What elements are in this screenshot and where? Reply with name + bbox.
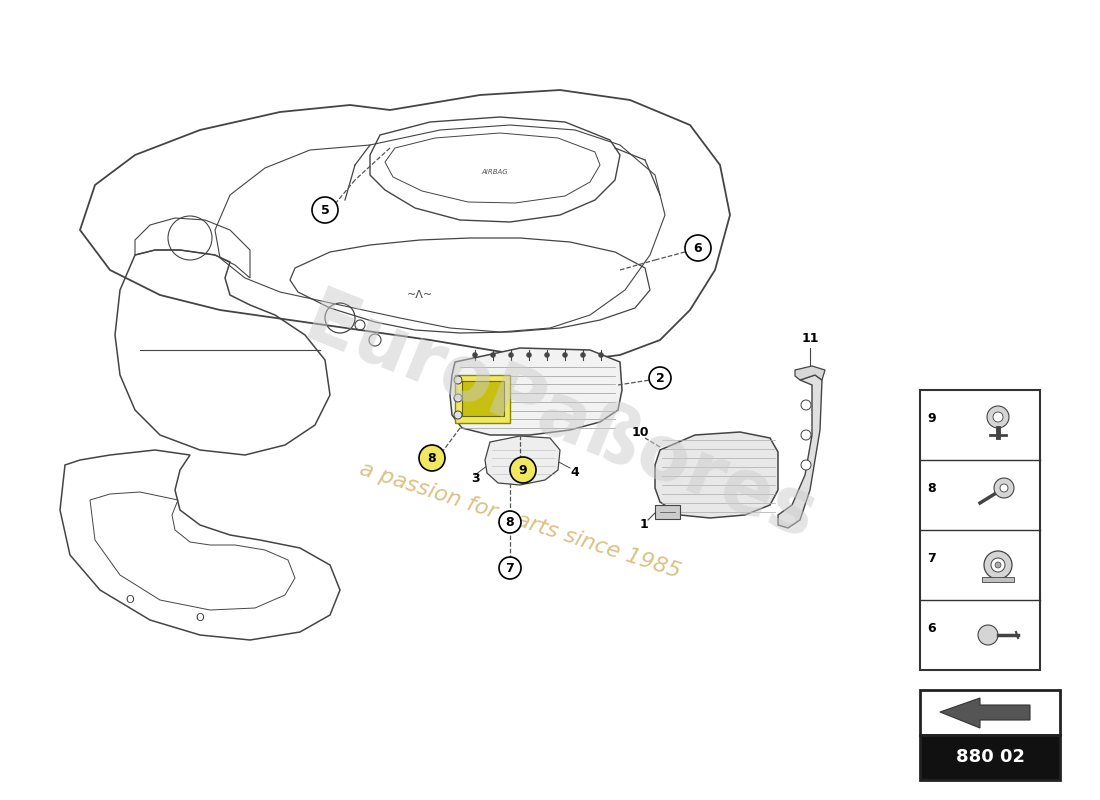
Polygon shape xyxy=(450,348,622,435)
Text: 11: 11 xyxy=(801,331,818,345)
Text: 4: 4 xyxy=(571,466,580,478)
Text: 8: 8 xyxy=(506,515,515,529)
Circle shape xyxy=(987,406,1009,428)
Text: 7: 7 xyxy=(927,551,936,565)
Text: 2: 2 xyxy=(656,371,664,385)
Text: 5: 5 xyxy=(320,203,329,217)
Circle shape xyxy=(801,400,811,410)
Circle shape xyxy=(473,353,477,358)
Text: 8: 8 xyxy=(927,482,936,494)
Circle shape xyxy=(454,411,462,419)
Circle shape xyxy=(994,478,1014,498)
Circle shape xyxy=(993,412,1003,422)
Bar xyxy=(920,690,1060,735)
Text: 6: 6 xyxy=(927,622,936,634)
Circle shape xyxy=(991,558,1005,572)
Circle shape xyxy=(454,394,462,402)
Circle shape xyxy=(312,197,338,223)
Text: AIRBAG: AIRBAG xyxy=(482,169,508,175)
Circle shape xyxy=(562,353,568,358)
Circle shape xyxy=(801,430,811,440)
Bar xyxy=(455,375,510,423)
Text: a passion for parts since 1985: a passion for parts since 1985 xyxy=(358,458,683,582)
Bar xyxy=(920,390,1040,670)
Text: 7: 7 xyxy=(506,562,515,574)
Bar xyxy=(920,735,1060,780)
Circle shape xyxy=(685,235,711,261)
Circle shape xyxy=(1000,484,1008,492)
Text: 6: 6 xyxy=(694,242,702,254)
Circle shape xyxy=(598,353,604,358)
Polygon shape xyxy=(654,432,778,518)
Text: EuroPaßores: EuroPaßores xyxy=(294,284,826,556)
Circle shape xyxy=(984,551,1012,579)
Polygon shape xyxy=(795,366,825,380)
Bar xyxy=(982,577,1014,582)
Text: O: O xyxy=(125,595,134,605)
Circle shape xyxy=(499,511,521,533)
Text: 9: 9 xyxy=(519,463,527,477)
Circle shape xyxy=(527,353,531,358)
Circle shape xyxy=(978,625,998,645)
Bar xyxy=(462,381,504,416)
Text: 8: 8 xyxy=(428,451,437,465)
Circle shape xyxy=(649,367,671,389)
Text: 10: 10 xyxy=(631,426,649,438)
Circle shape xyxy=(419,445,446,471)
Text: O: O xyxy=(196,613,205,623)
Circle shape xyxy=(499,557,521,579)
Circle shape xyxy=(544,353,550,358)
Circle shape xyxy=(491,353,495,358)
Polygon shape xyxy=(940,698,1030,728)
Polygon shape xyxy=(778,375,822,528)
Circle shape xyxy=(581,353,585,358)
Circle shape xyxy=(454,376,462,384)
Circle shape xyxy=(996,562,1001,568)
Circle shape xyxy=(801,460,811,470)
Circle shape xyxy=(508,353,514,358)
Polygon shape xyxy=(485,436,560,485)
Text: 9: 9 xyxy=(927,411,936,425)
Bar xyxy=(654,505,680,519)
Text: 3: 3 xyxy=(471,471,480,485)
Text: 1: 1 xyxy=(639,518,648,530)
Circle shape xyxy=(510,457,536,483)
Text: 880 02: 880 02 xyxy=(956,749,1024,766)
Text: ~Λ~: ~Λ~ xyxy=(407,290,433,300)
